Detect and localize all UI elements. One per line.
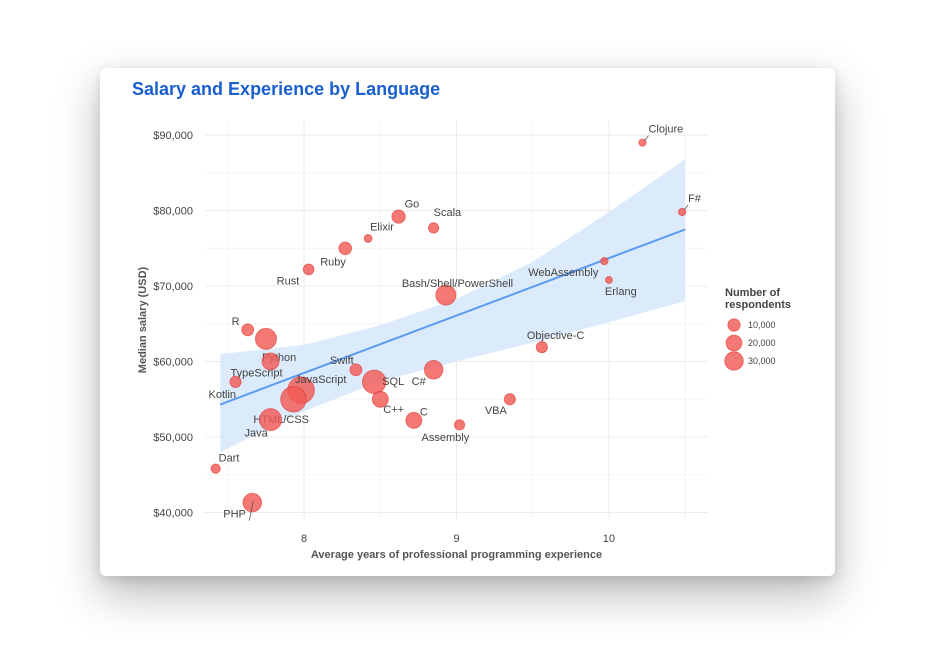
point-label: SQL — [382, 376, 404, 388]
point-c — [405, 411, 423, 429]
point-label: Assembly — [422, 432, 470, 444]
label-leader — [644, 135, 649, 141]
point-swift — [349, 363, 363, 377]
label-leader — [248, 500, 254, 521]
point-label: Go — [405, 199, 420, 211]
point-label: JavaScript — [295, 374, 346, 386]
legend-title-line-1: Number of — [725, 287, 780, 299]
point-label: VBA — [485, 405, 508, 417]
point-erlang — [604, 276, 613, 284]
point-label: F# — [688, 193, 702, 205]
point-r — [241, 323, 255, 337]
point-label: C — [420, 406, 428, 418]
confidence-band — [220, 159, 686, 453]
y-tick-label: $70,000 — [153, 281, 193, 293]
y-axis-title: Median salary (USD) — [137, 266, 149, 373]
legend-label: 30,000 — [748, 356, 776, 366]
x-tick-label: 8 — [301, 533, 307, 545]
point-scala — [427, 222, 440, 234]
chart-title: Salary and Experience by Language — [132, 79, 441, 99]
point-label: Kotlin — [208, 389, 236, 401]
point-clojure — [638, 138, 647, 147]
legend-bubble — [724, 351, 744, 371]
y-tick-label: $40,000 — [153, 507, 193, 519]
point-c- — [371, 390, 389, 408]
point-f- — [677, 207, 687, 217]
point-label: Elixir — [370, 221, 394, 233]
point-dart — [210, 463, 221, 474]
point-java — [259, 408, 283, 432]
point-label: Clojure — [648, 124, 683, 136]
point-label: R — [232, 316, 240, 328]
point-go — [391, 209, 406, 224]
point-label: Swift — [330, 355, 354, 367]
point-label: PHP — [223, 509, 246, 521]
point-label: Objective-C — [527, 330, 585, 342]
point-label: Java — [245, 428, 269, 440]
y-tick-label: $60,000 — [153, 357, 193, 369]
label-leader — [683, 204, 689, 211]
point-python — [254, 327, 277, 350]
legend-label: 10,000 — [748, 320, 776, 330]
point-label: C# — [412, 376, 427, 388]
legend-label: 20,000 — [748, 338, 776, 348]
legend-bubble — [727, 318, 741, 332]
point-php — [242, 492, 263, 513]
point-label: C++ — [383, 404, 404, 416]
point-typescript — [261, 352, 280, 371]
point-label: Bash/Shell/PowerShell — [402, 278, 513, 290]
point-objective-c — [535, 341, 548, 354]
x-tick-label: 10 — [603, 533, 615, 545]
point-kotlin — [229, 375, 242, 388]
y-tick-label: $90,000 — [153, 130, 193, 142]
y-tick-label: $80,000 — [153, 206, 193, 218]
legend-title-line-2: respondents — [725, 299, 791, 311]
point-label: Rust — [277, 275, 300, 287]
point-rust — [302, 263, 315, 276]
point-label: TypeScript — [231, 368, 283, 380]
point-html-css — [280, 386, 307, 413]
x-axis-title: Average years of professional programmin… — [311, 549, 602, 561]
point-assembly — [453, 419, 466, 431]
point-webassembly — [600, 256, 609, 266]
point-ruby — [338, 241, 353, 256]
point-label: Scala — [434, 207, 462, 219]
legend-bubble — [725, 334, 743, 352]
point-elixir — [363, 234, 373, 243]
x-tick-label: 9 — [453, 533, 459, 545]
point-c- — [423, 360, 444, 380]
point-label: Dart — [219, 453, 240, 465]
y-tick-label: $50,000 — [153, 432, 193, 444]
point-bash-shell-powershell — [435, 284, 457, 306]
point-vba — [503, 393, 516, 406]
point-label: WebAssembly — [528, 267, 599, 279]
point-label: Ruby — [320, 256, 346, 268]
point-label: Erlang — [605, 286, 637, 298]
